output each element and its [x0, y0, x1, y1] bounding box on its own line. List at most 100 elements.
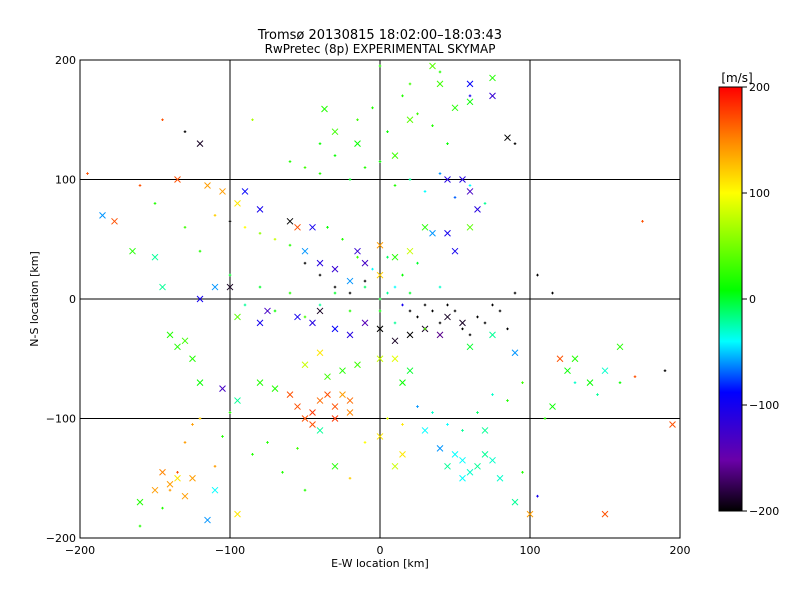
dot-marker [326, 226, 329, 229]
cross-marker [466, 343, 474, 351]
dot-marker [446, 303, 449, 307]
cross-marker [571, 355, 579, 363]
cross-marker [264, 307, 271, 315]
cross-marker [496, 474, 504, 482]
dot-marker [213, 214, 217, 217]
dot-marker [333, 291, 337, 295]
dot-marker [536, 273, 539, 277]
cross-marker [481, 427, 489, 434]
dot-marker [363, 441, 367, 444]
cross-marker [354, 140, 361, 148]
cross-marker [331, 403, 339, 410]
cross-marker [226, 283, 234, 291]
dot-marker [506, 327, 509, 331]
dot-marker [303, 261, 307, 265]
dot-marker [333, 154, 337, 157]
cross-marker [391, 462, 399, 470]
cross-marker [391, 355, 399, 363]
cross-marker [174, 343, 181, 351]
cross-marker [309, 319, 316, 327]
cross-marker [406, 116, 414, 124]
dot-marker [348, 309, 352, 313]
dot-marker [348, 178, 352, 181]
cross-marker [436, 331, 444, 339]
cross-marker [241, 188, 249, 195]
dot-marker [303, 166, 307, 169]
dot-marker [468, 333, 472, 337]
dot-marker [641, 220, 644, 223]
x-tick-label: 200 [670, 544, 691, 557]
dot-marker [633, 375, 637, 378]
dot-marker [401, 273, 404, 277]
cross-marker [234, 397, 241, 404]
dot-marker [438, 285, 442, 289]
y-axis-ticks: −200 −100 0 100 200 [46, 54, 76, 545]
cross-marker [459, 456, 466, 464]
dot-marker [168, 488, 172, 492]
dot-marker [221, 435, 224, 438]
dot-marker [228, 273, 232, 277]
dot-marker [506, 399, 509, 402]
plot-frame [79, 59, 681, 539]
cross-marker [489, 456, 496, 464]
dot-marker [288, 243, 292, 247]
dot-marker [281, 470, 284, 474]
colorbar [718, 86, 743, 512]
dot-marker [468, 94, 472, 98]
cross-marker [459, 176, 466, 183]
y-axis-label: N-S location [km] [28, 251, 41, 347]
dot-marker [318, 303, 322, 307]
cross-marker [436, 445, 444, 452]
cross-marker [309, 421, 316, 428]
cross-marker [346, 277, 354, 285]
dot-marker [483, 202, 487, 205]
dot-marker [348, 476, 352, 480]
cross-marker [321, 105, 328, 113]
dot-marker [401, 423, 404, 426]
y-tick-label: 100 [55, 174, 76, 187]
dot-marker [198, 417, 202, 420]
dot-marker [393, 184, 397, 187]
dot-marker [243, 226, 247, 229]
dot-marker [423, 303, 427, 307]
dot-marker [491, 393, 494, 396]
cross-marker [204, 182, 211, 189]
cross-marker [189, 355, 196, 363]
cross-marker [174, 176, 181, 183]
cross-marker [316, 349, 324, 357]
cross-marker [361, 319, 369, 327]
cross-marker [331, 462, 339, 470]
dot-marker [513, 291, 517, 295]
cross-marker [481, 450, 489, 458]
dot-marker [228, 411, 232, 414]
cross-marker [466, 80, 474, 88]
dot-marker [183, 226, 187, 229]
cross-marker [436, 80, 444, 88]
cross-marker [466, 188, 474, 195]
cross-marker [429, 62, 436, 70]
dot-marker [251, 453, 254, 456]
dot-marker [228, 220, 232, 223]
dot-marker [213, 465, 217, 468]
colorbar-tick-label: 0 [749, 293, 756, 306]
dot-marker [618, 381, 622, 384]
cross-marker [444, 462, 451, 470]
cross-marker [399, 450, 406, 458]
cross-marker [316, 307, 324, 315]
cross-marker [339, 367, 346, 375]
dot-marker [378, 160, 382, 163]
dot-marker [86, 172, 89, 175]
cross-marker [406, 331, 414, 339]
cross-marker [234, 200, 241, 207]
dot-marker [513, 142, 517, 145]
dot-marker [461, 327, 464, 331]
dot-marker [378, 309, 382, 313]
cross-marker [489, 92, 496, 100]
chart-title: Tromsø 20130815 18:02:00–18:03:43 [257, 28, 502, 43]
cross-marker [376, 355, 384, 363]
cross-marker [301, 361, 309, 369]
cross-marker [151, 253, 159, 261]
dot-marker [536, 494, 539, 498]
cross-marker [451, 450, 459, 458]
